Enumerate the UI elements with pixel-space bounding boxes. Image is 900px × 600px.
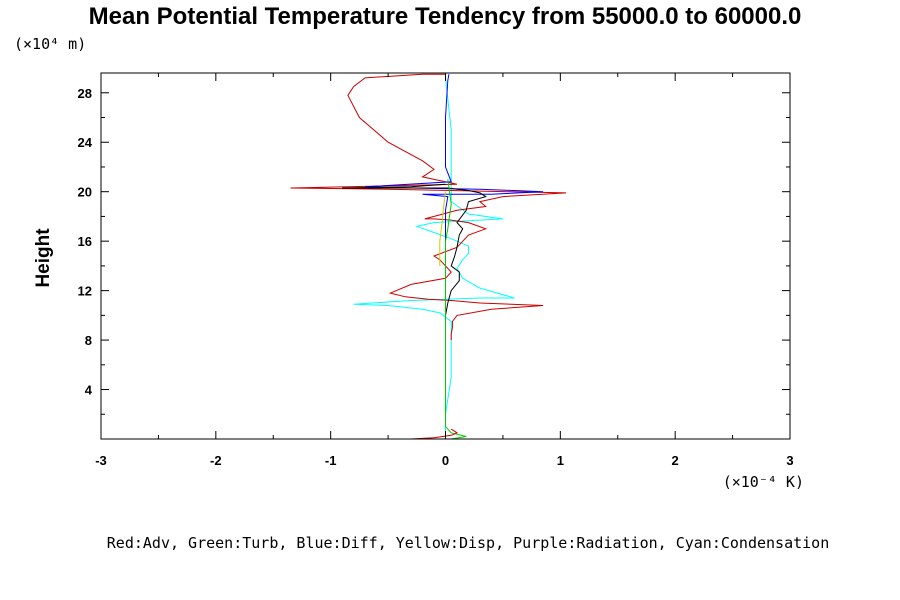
series-line-condensation	[353, 77, 515, 438]
x-tick-label: 3	[786, 453, 793, 468]
y-tick-label: 16	[78, 234, 92, 249]
x-tick-label: -1	[325, 453, 337, 468]
y-axis-label: Height	[33, 228, 54, 288]
x-axis: -3 -2 -1 0 1 2 3	[95, 73, 794, 468]
legend-text: Red:Adv, Green:Turb, Blue:Diff, Yellow:D…	[107, 534, 829, 552]
x-tick-label: 2	[672, 453, 679, 468]
x-tick-label: 1	[557, 453, 564, 468]
series-line-surface-advection	[411, 428, 459, 440]
y-tick-label: 28	[78, 86, 92, 101]
x-tick-label: 0	[442, 453, 449, 468]
y-axis-unit: (×10⁴ m)	[14, 35, 86, 53]
x-axis-unit: (×10⁻⁴ K)	[723, 473, 804, 491]
x-tick-label: -3	[95, 453, 107, 468]
series-line-turbulence	[445, 179, 467, 440]
y-tick-label: 12	[78, 284, 92, 299]
series-line-dispersion	[439, 191, 446, 266]
y-tick-label: 8	[85, 333, 92, 348]
y-tick-label: 20	[78, 185, 92, 200]
series-line-diffusion	[365, 74, 544, 341]
chart-title: Mean Potential Temperature Tendency from…	[89, 3, 802, 30]
y-tick-label: 4	[85, 383, 93, 398]
y-tick-label: 24	[78, 135, 93, 150]
series-line-advection	[290, 73, 567, 341]
series-layer	[290, 73, 567, 440]
x-tick-label: -2	[210, 453, 222, 468]
series-line-total	[342, 183, 487, 341]
y-axis: 4 8 12 16 20 24 28	[78, 86, 790, 415]
